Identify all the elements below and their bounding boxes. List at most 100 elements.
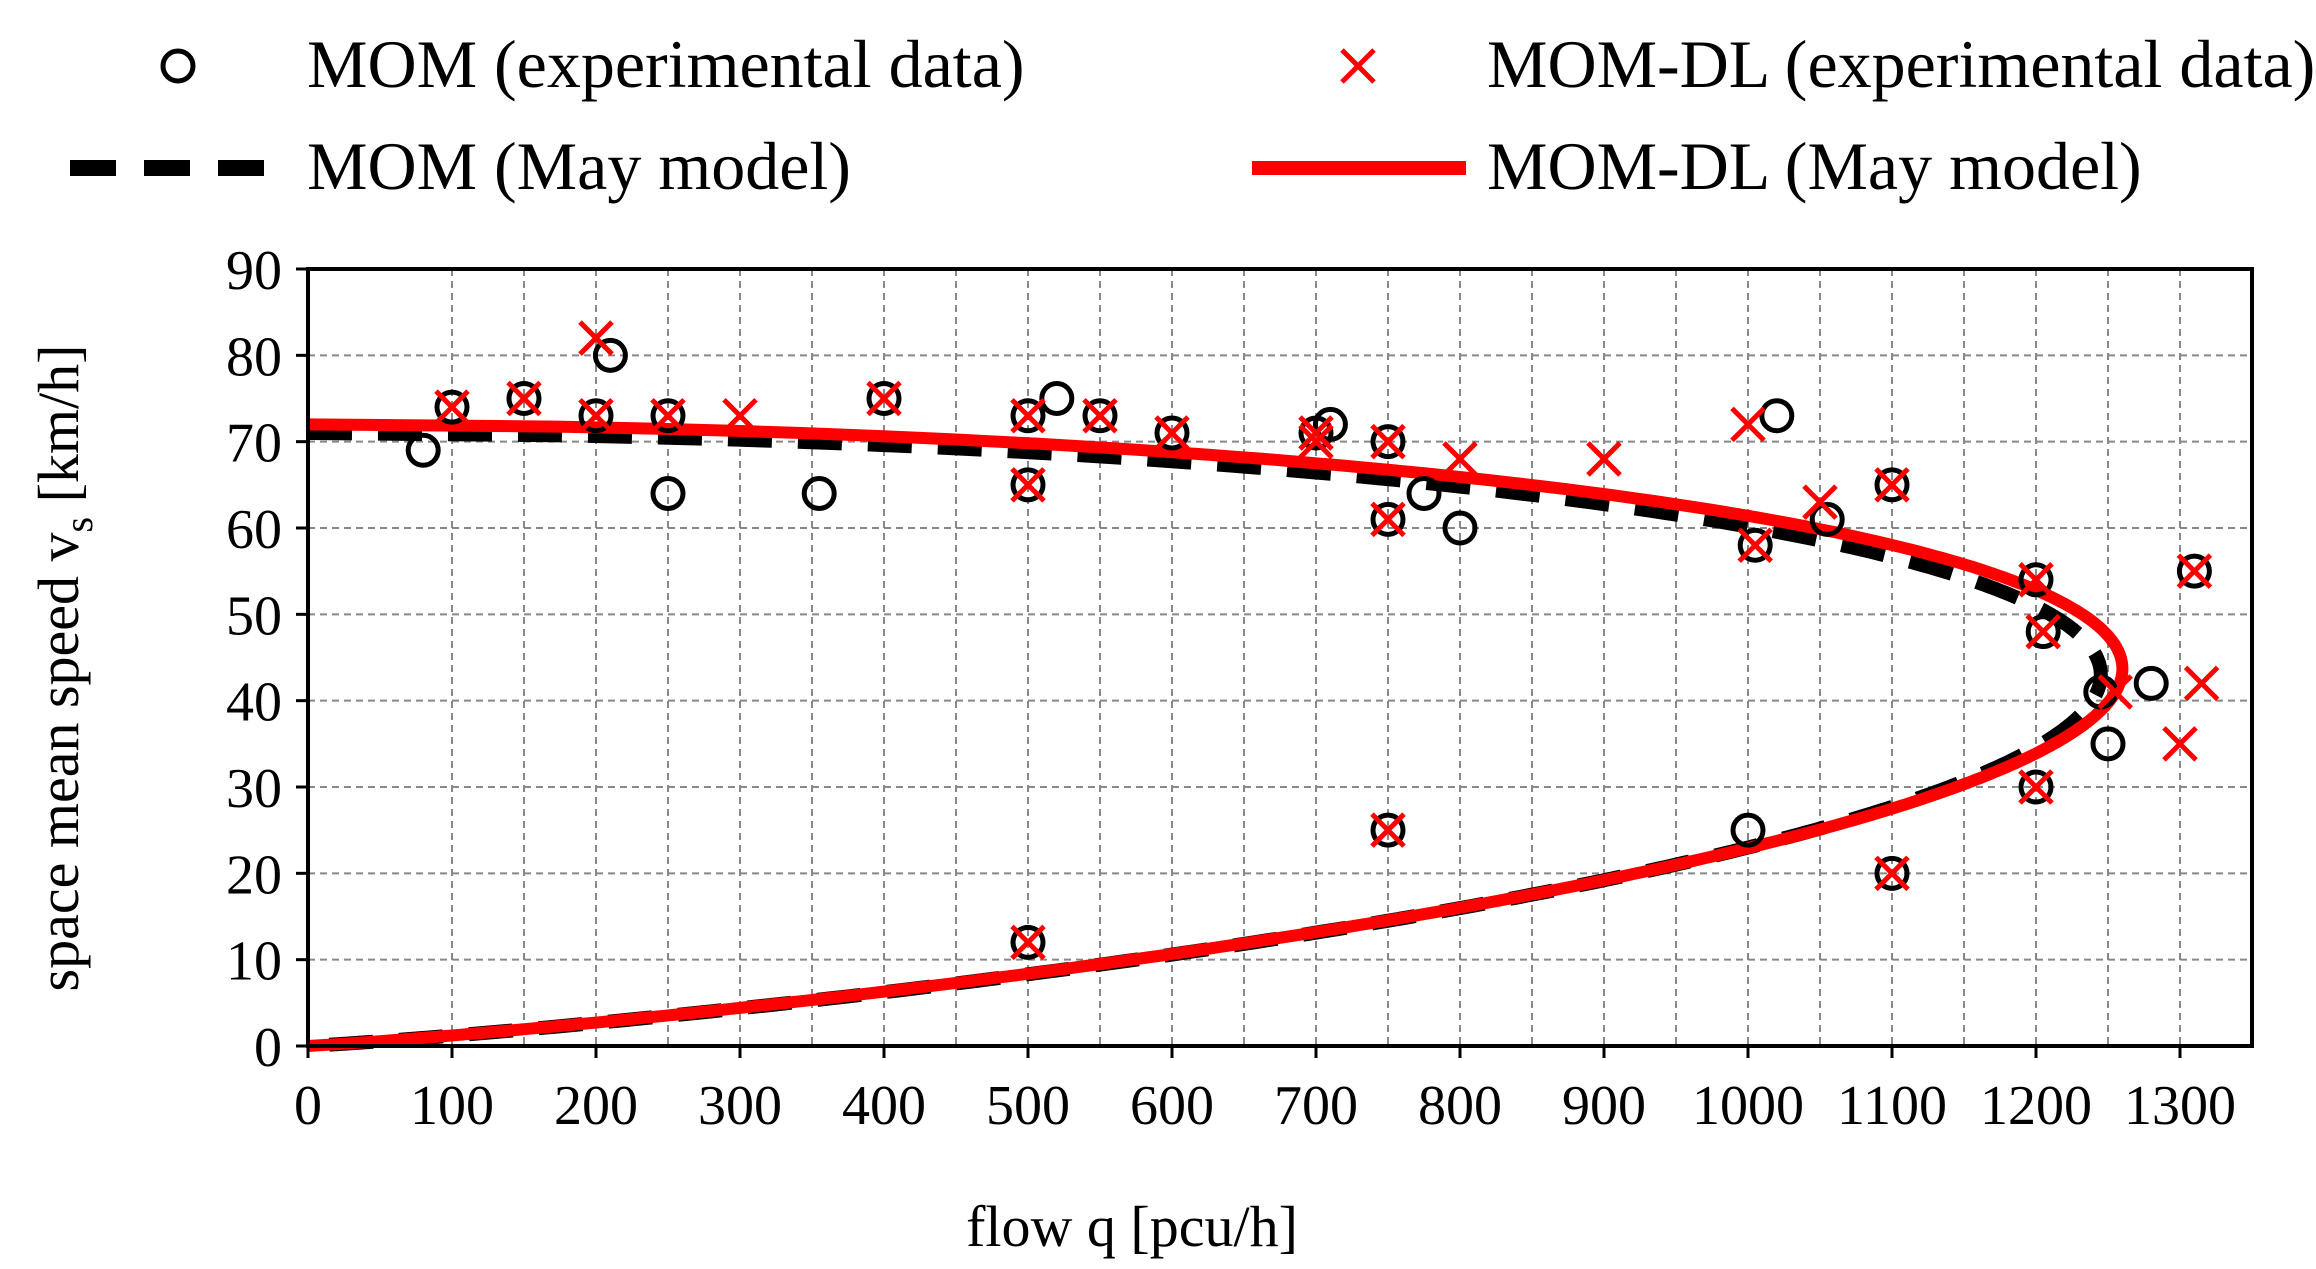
mom-data-point	[2090, 726, 2126, 762]
x-tick-label: 200	[554, 1075, 638, 1137]
momdl-data-point	[506, 380, 542, 417]
y-tick-label: 50	[226, 585, 282, 647]
x-tick-label: 1200	[1980, 1075, 2092, 1137]
mom-data-point	[1039, 381, 1075, 416]
x-tick-label: 300	[698, 1075, 782, 1137]
data-markers	[405, 320, 2220, 961]
x-axis-label: flow q [pcu/h]	[966, 1194, 1298, 1259]
momdl-data-point	[1154, 415, 1190, 451]
momdl-data-point	[2025, 613, 2061, 650]
momdl-data-point	[1737, 527, 1773, 564]
legend-momdl-model-label: MOM-DL (May model)	[1487, 128, 2142, 204]
legend-momdl-data-marker	[1340, 48, 1376, 84]
momdl-data-point	[650, 397, 686, 434]
momdl-data-point	[1370, 501, 1406, 538]
momdl-data-point	[2018, 769, 2054, 805]
momdl-data-point	[1802, 484, 1838, 520]
momdl-data-point	[866, 380, 902, 417]
mom-data-point	[2018, 562, 2054, 598]
mom-data-point	[1406, 475, 1442, 511]
y-tick-label: 20	[226, 844, 282, 906]
momdl-data-point	[2018, 562, 2054, 598]
mom-data-point	[650, 475, 686, 511]
momdl-data-point	[1586, 441, 1622, 477]
mom-data-point	[2025, 614, 2061, 650]
momdl-data-point	[2162, 726, 2198, 762]
momdl-data-point	[1730, 406, 1766, 443]
mom-data-point	[1874, 467, 1910, 503]
momdl-data-point	[1442, 441, 1478, 477]
momdl-data-point	[2176, 553, 2213, 589]
grid	[308, 269, 2252, 1046]
x-axis-ticks: 0 100 200 300 400 500 600 700 800 900 1000 1100 1200…	[294, 1046, 2236, 1137]
mom-data-point	[866, 381, 902, 416]
x-tick-label: 500	[986, 1075, 1070, 1137]
momdl-data-point	[1010, 924, 1046, 961]
y-tick-label: 60	[226, 499, 282, 561]
mom-data-point	[1010, 398, 1046, 434]
mom-data-point	[1737, 527, 1773, 563]
x-tick-label: 400	[842, 1075, 926, 1137]
momdl-data-point	[434, 389, 470, 425]
mom-data-point	[592, 337, 628, 373]
y-tick-label: 0	[254, 1017, 282, 1079]
mom-data-point	[1010, 924, 1046, 960]
legend-mom-data-marker	[160, 48, 196, 84]
x-tick-label: 600	[1130, 1075, 1214, 1137]
momdl-data-point	[1298, 423, 1334, 460]
momdl-data-point	[1298, 415, 1334, 451]
mom-data-point	[578, 398, 614, 434]
y-tick-label: 90	[226, 240, 282, 302]
mom-data-point	[650, 398, 686, 434]
x-tick-label: 1100	[1837, 1075, 1947, 1137]
mom-data-point	[1809, 501, 1845, 537]
mom-data-point	[1312, 406, 1348, 442]
mom-data-point	[1154, 415, 1190, 451]
mom-data-point	[801, 475, 837, 511]
mom-data-point	[1730, 812, 1766, 848]
x-tick-label: 0	[294, 1075, 322, 1137]
mom-data-point	[434, 389, 470, 425]
momdl-data-point	[2183, 665, 2220, 702]
y-tick-label: 10	[226, 931, 282, 993]
legend-mom-data-label: MOM (experimental data)	[307, 26, 1025, 102]
mom-data-point	[1082, 398, 1118, 434]
y-axis-label: space mean speed vs [km/h]	[26, 345, 101, 992]
momdl-data-point	[578, 397, 614, 434]
momdl-data-point	[722, 397, 758, 434]
y-tick-label: 70	[226, 413, 282, 475]
plot-frame	[306, 267, 2254, 1048]
model-curves	[307, 418, 2129, 1053]
legend-mom-model-label: MOM (May model)	[307, 128, 851, 204]
mom-data-point	[1370, 424, 1406, 460]
mom-data-point	[1874, 855, 1910, 891]
y-axis-ticks: 0 10 20 30 40 50 60 70 80 90	[226, 240, 308, 1079]
mom-data-point	[1370, 501, 1406, 537]
mom-data-point	[1442, 510, 1478, 546]
mom-data-point	[405, 432, 441, 468]
momdl-may-model-curve	[307, 418, 2129, 1052]
momdl-data-point	[1370, 423, 1406, 460]
mom-data-point	[2133, 665, 2169, 701]
momdl-data-point	[1874, 467, 1910, 503]
x-tick-label: 900	[1562, 1075, 1646, 1137]
mom-data-point	[2018, 769, 2054, 805]
mom-data-point	[1010, 467, 1046, 503]
momdl-data-point	[1010, 397, 1046, 434]
mom-data-point	[2176, 553, 2212, 589]
momdl-data-point	[1370, 812, 1406, 848]
momdl-data-point	[1010, 467, 1046, 503]
legend: MOM (experimental data) MOM-DL (experime…	[70, 26, 2315, 204]
y-tick-label: 30	[226, 758, 282, 820]
momdl-data-point	[1082, 397, 1118, 434]
momdl-data-point	[2097, 674, 2133, 710]
x-tick-label: 100	[410, 1075, 494, 1137]
mom-data-point	[1759, 398, 1795, 434]
mom-data-point	[1370, 812, 1406, 848]
x-tick-label: 1000	[1692, 1075, 1804, 1137]
y-tick-label: 40	[226, 672, 282, 734]
x-tick-label: 1300	[2124, 1075, 2236, 1137]
x-tick-label: 700	[1274, 1075, 1358, 1137]
mom-data-point	[506, 381, 542, 416]
